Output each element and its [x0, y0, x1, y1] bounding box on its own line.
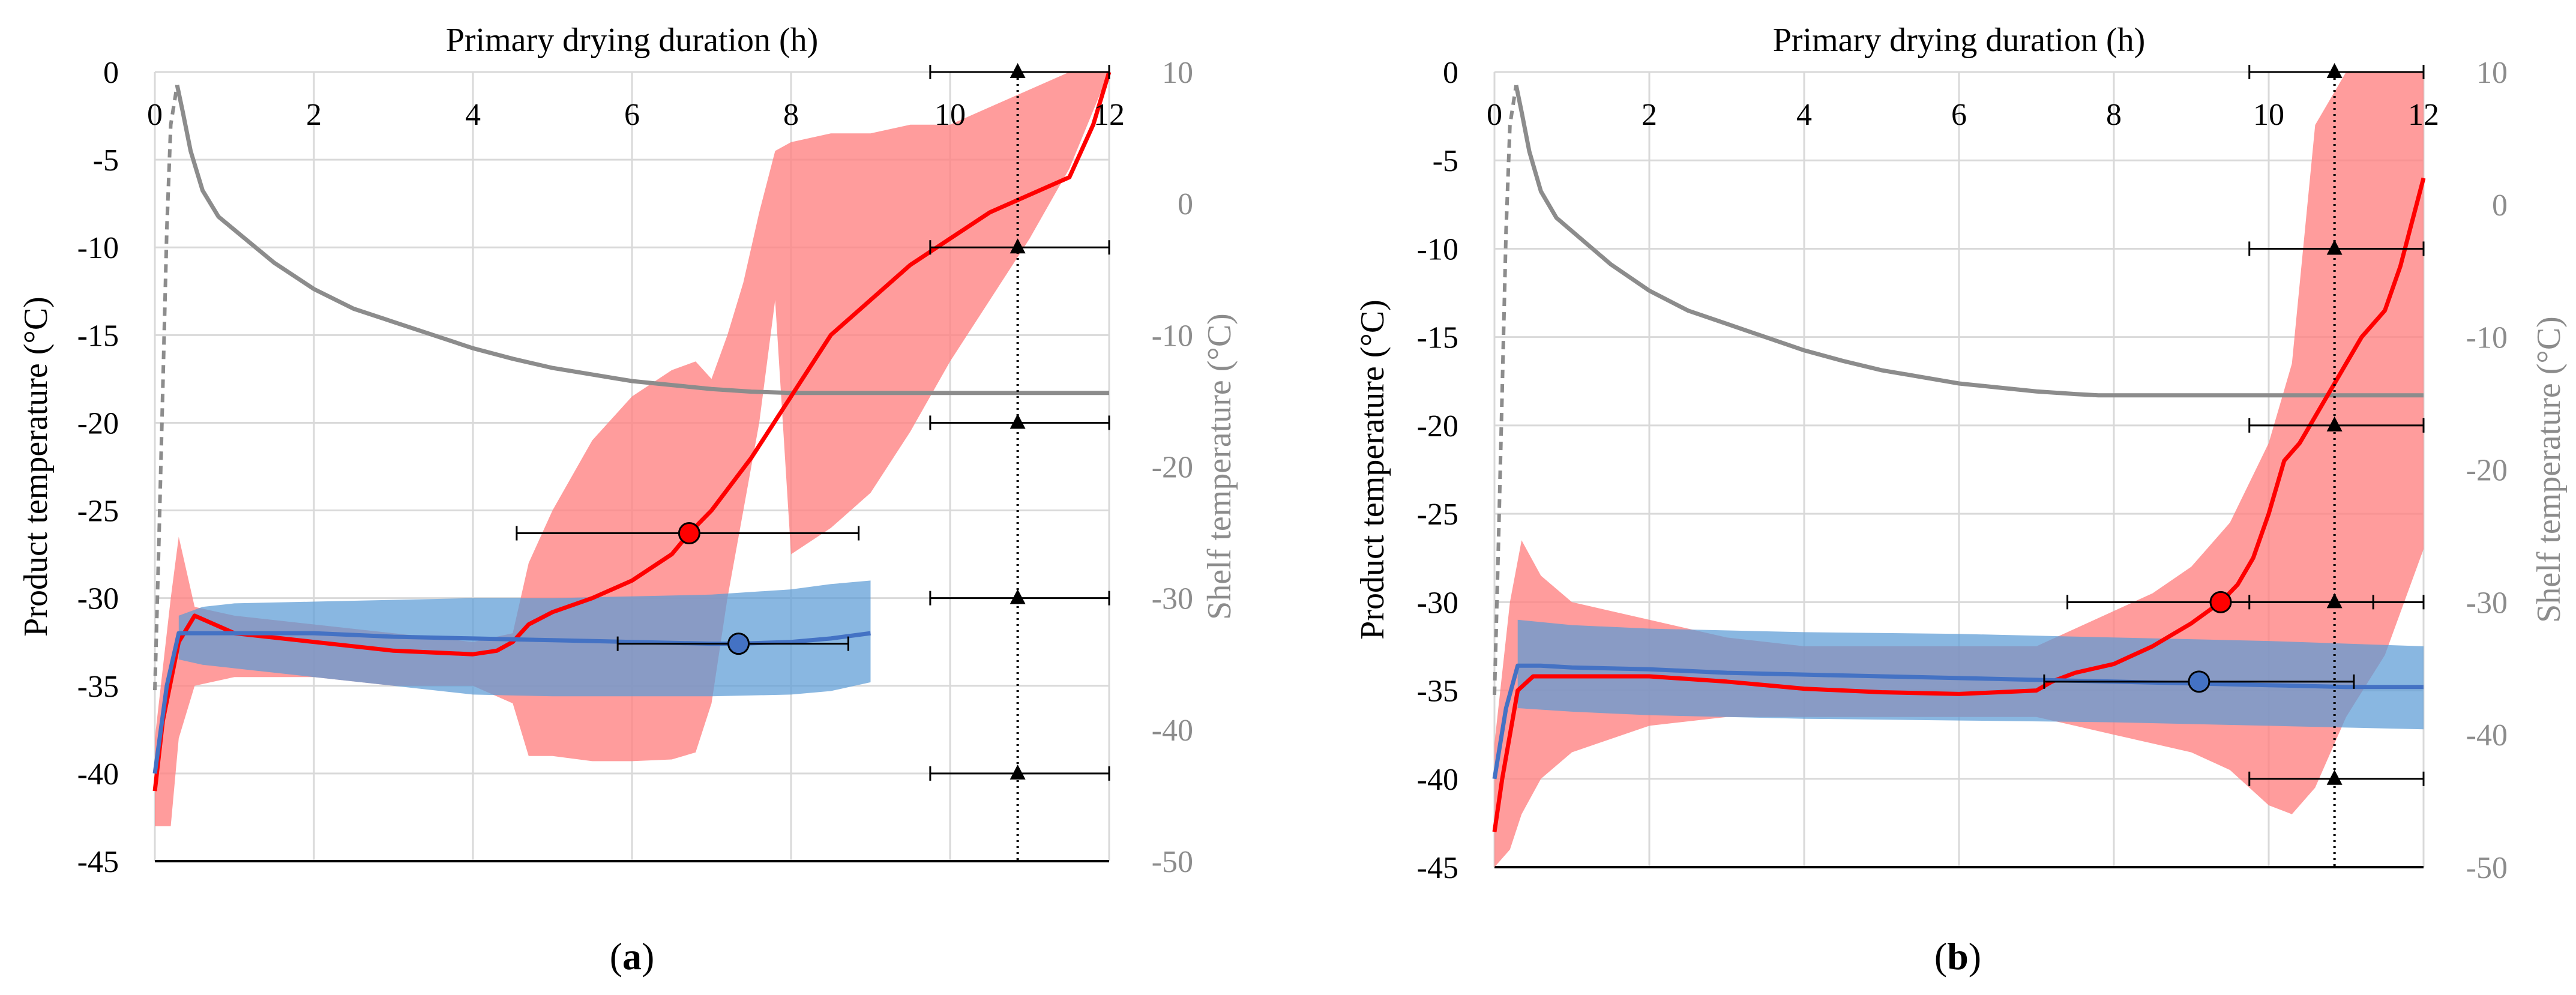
y-tick-label: -35 — [77, 670, 119, 704]
y-tick-label: 0 — [1443, 56, 1458, 90]
x-tick-label: 10 — [2253, 98, 2284, 132]
x-tick-label: 2 — [306, 98, 322, 132]
shelf-temperature-ramp — [153, 85, 179, 691]
triangle-marker — [1010, 764, 1026, 780]
triangle-marker — [1010, 63, 1026, 78]
panel-label-letter: a — [622, 935, 642, 978]
triangle-marker — [1010, 413, 1026, 429]
x-tick-label: 8 — [783, 98, 799, 132]
blue-product-temperature-line — [1492, 663, 2424, 780]
y-axis-title: Product temperature (°C) — [17, 296, 55, 637]
red-endpoint-marker — [678, 522, 700, 545]
y2-tick-label: -10 — [1152, 319, 1193, 353]
shelf-temperature-line — [1514, 85, 2424, 398]
triangle-marker — [2326, 593, 2343, 609]
x-tick-label: 4 — [465, 98, 481, 132]
y2-tick-label: -50 — [2466, 851, 2508, 885]
x-tick-label: 2 — [1642, 98, 1657, 132]
triangle-marker — [2326, 769, 2343, 785]
x-tick-label: 8 — [2106, 98, 2122, 132]
x-tick-label: 10 — [934, 98, 966, 132]
y-tick-label: -5 — [1433, 144, 1458, 178]
panel-label: (a) — [610, 935, 655, 978]
y-tick-label: -5 — [93, 143, 119, 178]
x-tick-label: 12 — [2408, 98, 2439, 132]
y-tick-label: -30 — [1417, 586, 1458, 620]
y-tick-label: 0 — [103, 56, 119, 90]
triangle-marker — [1010, 589, 1026, 604]
panel-label-close-paren: ) — [642, 935, 654, 978]
x-tick-label: 6 — [624, 98, 640, 132]
red-endpoint-marker — [2209, 591, 2232, 613]
x-tick-label: 12 — [1094, 98, 1125, 132]
shelf-temperature-ramp — [1493, 85, 1518, 695]
y-tick-label: -40 — [77, 757, 119, 792]
triangle-marker — [2326, 416, 2343, 431]
shelf-temperature-line — [175, 85, 1109, 395]
y2-tick-label: -20 — [1152, 451, 1193, 485]
y-tick-label: -10 — [77, 231, 119, 265]
blue-product-temperature-line — [152, 631, 871, 774]
y2-tick-label: -30 — [2466, 586, 2508, 620]
triangle-marker — [1010, 238, 1026, 254]
red-product-temperature-line — [1492, 177, 2426, 832]
y2-tick-label: -50 — [1152, 845, 1193, 879]
y2-tick-label: -40 — [2466, 718, 2508, 753]
x-tick-label: 6 — [1951, 98, 1967, 132]
x-tick-label: 4 — [1796, 98, 1812, 132]
y2-tick-label: -40 — [1152, 714, 1193, 748]
y-tick-label: -20 — [77, 406, 119, 440]
y-tick-label: -15 — [77, 319, 119, 353]
y2-tick-label: -10 — [2466, 321, 2508, 355]
y-tick-label: -20 — [1417, 409, 1458, 443]
y2-tick-label: 10 — [2476, 56, 2508, 90]
blue-variability-band — [1517, 619, 2424, 730]
y2-tick-label: 10 — [1162, 56, 1193, 90]
triangle-marker — [2326, 63, 2343, 78]
y2-tick-label: 0 — [2492, 188, 2508, 223]
y-tick-label: -25 — [1417, 498, 1458, 532]
blue-endpoint-marker — [2188, 670, 2210, 693]
y-tick-label: -25 — [77, 494, 119, 529]
y2-tick-label: 0 — [1178, 187, 1193, 221]
y-tick-label: -45 — [77, 845, 119, 879]
x-tick-label: 0 — [147, 98, 163, 132]
panel-label-close-paren: ) — [1969, 935, 1981, 978]
y-tick-label: -10 — [1417, 232, 1458, 266]
y-tick-label: -40 — [1417, 763, 1458, 797]
x-tick-label: 0 — [1487, 98, 1502, 132]
blue-endpoint-marker — [727, 633, 750, 655]
panel-label: (b) — [1934, 935, 1981, 978]
y-tick-label: -35 — [1417, 675, 1458, 709]
panel-label-letter: b — [1947, 935, 1969, 978]
x-axis-title: Primary drying duration (h) — [1773, 22, 2146, 59]
y2-tick-label: -30 — [1152, 582, 1193, 616]
panel-b: 0 2 4 6 8 10 12 0 -5 -10 -15 -20 -25 -30 -35 -40 -45 10 0 -… — [1354, 22, 2568, 978]
triangle-marker — [2326, 239, 2343, 255]
y2-axis-title: Shelf temperature (°C) — [1201, 313, 1238, 620]
y-tick-label: -30 — [77, 582, 119, 616]
y2-tick-label: -20 — [2466, 454, 2508, 488]
panel-label-open-paren: ( — [610, 935, 622, 978]
y-tick-label: -45 — [1417, 851, 1458, 885]
y2-axis-title: Shelf temperature (°C) — [2530, 316, 2568, 623]
x-axis-title: Primary drying duration (h) — [446, 22, 819, 59]
panel-label-open-paren: ( — [1934, 935, 1947, 978]
panel-a: 0 2 4 6 8 10 12 0 -5 -10 -15 -20 -25 -30 -35 -40 -45 10 0 -… — [17, 22, 1238, 978]
y-tick-label: -15 — [1417, 321, 1458, 355]
y-axis-title: Product temperature (°C) — [1354, 299, 1391, 640]
red-product-temperature-line — [152, 71, 1112, 792]
